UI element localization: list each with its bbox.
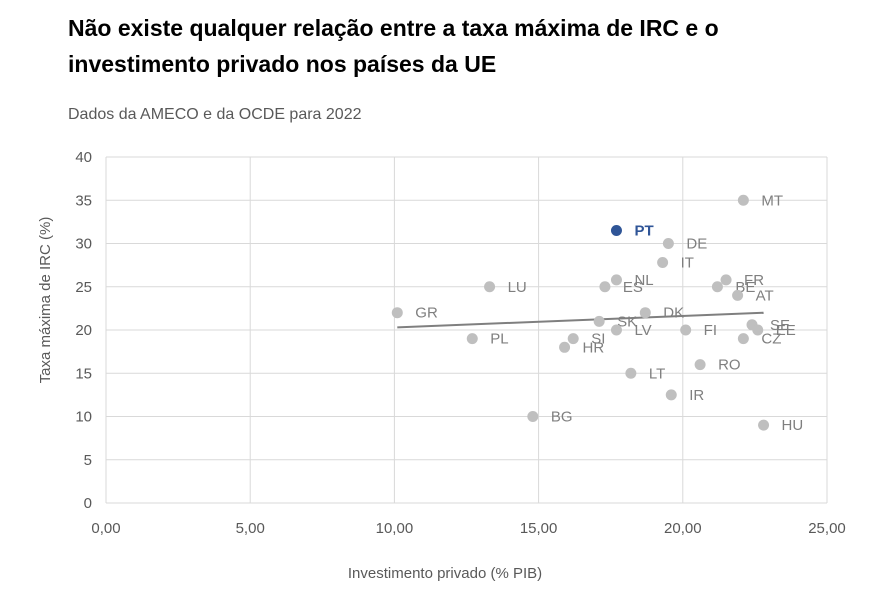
x-axis-ticks: 0,00 5,00 10,00 15,00 20,00 25,00 xyxy=(91,520,845,537)
data-point-es xyxy=(599,281,611,293)
point-label-ir: IR xyxy=(689,387,704,404)
data-point-at xyxy=(732,289,744,301)
y-tick-label: 40 xyxy=(75,149,92,166)
point-label-hu: HU xyxy=(782,417,804,434)
data-point-ee xyxy=(752,324,764,336)
point-label-ro: RO xyxy=(718,357,741,374)
data-point-fi xyxy=(680,324,692,336)
trendline-group xyxy=(397,311,764,329)
data-point-de xyxy=(662,238,674,249)
y-tick-label: 10 xyxy=(75,409,92,426)
point-label-at: AT xyxy=(756,287,774,304)
point-label-se: SE xyxy=(770,317,790,334)
data-point-mt xyxy=(737,194,749,206)
y-tick-label: 5 xyxy=(84,452,92,469)
data-point-hr xyxy=(559,341,571,353)
point-label-de: DE xyxy=(686,236,707,253)
x-tick-label: 15,00 xyxy=(520,520,558,537)
x-tick-label: 0,00 xyxy=(91,520,120,537)
y-tick-label: 20 xyxy=(75,322,92,339)
x-tick-label: 10,00 xyxy=(376,520,414,537)
point-label-bg: BG xyxy=(551,409,573,426)
point-label-pl: PL xyxy=(490,331,508,348)
data-point-sk xyxy=(593,315,605,327)
data-point-dk xyxy=(639,307,651,319)
data-point-lu xyxy=(484,281,496,293)
point-label-mt: MT xyxy=(761,192,783,209)
point-label-fr: FR xyxy=(744,272,764,289)
point-label-fi: FI xyxy=(704,322,717,339)
point-label-ee: EE xyxy=(776,322,796,339)
point-label-sk: SK xyxy=(617,313,637,330)
data-point-si xyxy=(567,333,579,345)
point-label-si: SI xyxy=(591,331,605,348)
point-label-lu: LU xyxy=(508,279,527,296)
data-point-ro xyxy=(694,359,706,371)
point-label-hr: HR xyxy=(583,339,605,356)
point-label-gr: GR xyxy=(415,305,438,322)
data-point-be xyxy=(711,281,723,293)
y-tick-label: 35 xyxy=(75,192,92,209)
y-tick-label: 15 xyxy=(75,365,92,382)
point-label-cz: CZ xyxy=(761,331,781,348)
data-point-cz xyxy=(737,333,749,345)
x-tick-label: 5,00 xyxy=(236,520,265,537)
data-point-lv xyxy=(610,324,622,336)
trendline xyxy=(397,311,764,329)
point-label-es: ES xyxy=(623,279,643,296)
y-axis-ticks: 0 5 10 15 20 25 30 35 40 xyxy=(75,149,92,512)
y-axis-title: Taxa máxima de IRC (%) xyxy=(37,217,54,384)
data-point-ir xyxy=(665,389,677,401)
y-tick-label: 30 xyxy=(75,236,92,253)
data-point-pl xyxy=(466,333,478,345)
data-point-hu xyxy=(758,419,770,431)
x-axis-title: Investimento privado (% PIB) xyxy=(348,565,542,582)
data-point-bg xyxy=(527,411,539,422)
chart-subtitle: Dados da AMECO e da OCDE para 2022 xyxy=(68,106,362,123)
x-tick-label: 25,00 xyxy=(808,520,846,537)
point-label-dk: DK xyxy=(663,305,684,322)
point-label-it: IT xyxy=(681,255,694,272)
chart-title: Não existe qualquer relação entre a taxa… xyxy=(68,15,719,77)
x-tick-label: 20,00 xyxy=(664,520,702,537)
data-point-pt xyxy=(610,225,622,237)
data-point-gr xyxy=(391,307,403,319)
point-label-lt: LT xyxy=(649,365,665,382)
data-point-it xyxy=(657,257,669,269)
point-label-nl: NL xyxy=(634,272,653,289)
data-point-nl xyxy=(610,274,622,286)
y-tick-label: 25 xyxy=(75,279,92,296)
data-point-fr xyxy=(720,274,732,286)
point-label-lv: LV xyxy=(634,322,651,339)
y-tick-label: 0 xyxy=(84,495,92,512)
point-label-pt: PT xyxy=(634,223,653,240)
data-point-lt xyxy=(625,367,637,379)
grid-lines xyxy=(105,156,828,504)
